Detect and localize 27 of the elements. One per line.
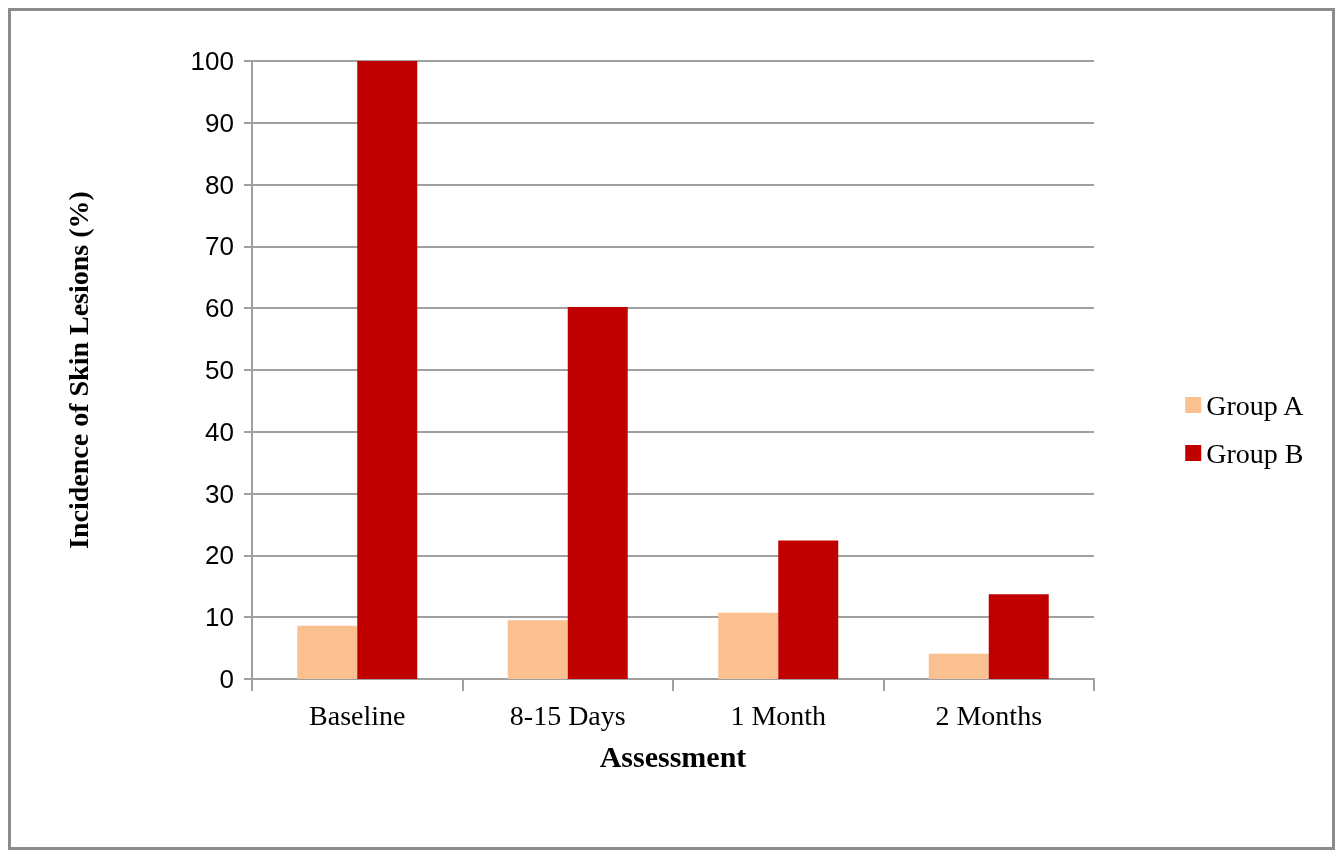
x-tick-label: Baseline (309, 699, 406, 731)
y-tick-label: 50 (205, 355, 234, 385)
bar (928, 653, 989, 679)
y-tick-label: 0 (219, 664, 234, 694)
bar (357, 61, 418, 679)
bar (718, 612, 779, 679)
x-tick-label: 1 Month (730, 699, 827, 731)
bar (507, 620, 568, 679)
y-tick-label: 70 (205, 231, 234, 262)
bar (778, 540, 839, 679)
bar (297, 625, 358, 679)
y-tick-label: 100 (190, 46, 234, 76)
y-tick-label: 60 (205, 293, 234, 324)
x-tick-label: 2 Months (935, 699, 1043, 731)
y-tick-label: 90 (205, 107, 234, 138)
y-tick-label: 80 (205, 169, 234, 200)
legend-label: Group B (1206, 437, 1304, 469)
y-tick-label: 10 (205, 602, 234, 633)
x-tick-label: 8-15 Days (509, 699, 626, 731)
bar (988, 594, 1049, 679)
y-tick-label: 40 (205, 416, 234, 447)
y-axis-title: Incidence of Skin Lesions (%) (62, 191, 94, 549)
y-tick-label: 20 (205, 540, 234, 571)
x-axis-title: Assessment (599, 739, 747, 773)
y-tick-label: 30 (205, 478, 234, 509)
bar (567, 306, 628, 679)
legend-label: Group A (1206, 389, 1305, 421)
